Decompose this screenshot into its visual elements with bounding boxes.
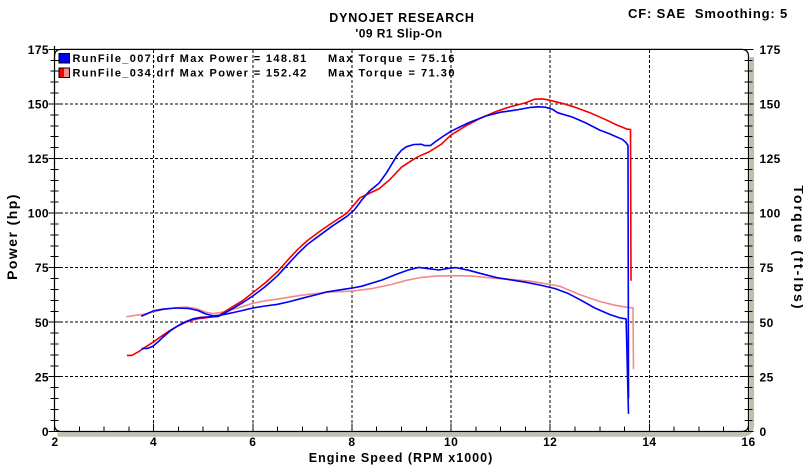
svg-text:Torque (ft-lbs): Torque (ft-lbs) bbox=[791, 185, 803, 310]
svg-text:175: 175 bbox=[760, 43, 781, 57]
svg-text:125: 125 bbox=[760, 152, 781, 166]
svg-text:75: 75 bbox=[760, 261, 774, 275]
svg-text:6: 6 bbox=[249, 435, 256, 449]
svg-text:25: 25 bbox=[760, 370, 774, 384]
svg-text:100: 100 bbox=[28, 207, 49, 221]
svg-text:4: 4 bbox=[150, 435, 157, 449]
svg-text:16: 16 bbox=[741, 435, 755, 449]
svg-text:Max Torque = 71.30: Max Torque = 71.30 bbox=[328, 68, 456, 80]
svg-text:DYNOJET RESEARCH: DYNOJET RESEARCH bbox=[329, 11, 474, 25]
svg-text:175: 175 bbox=[28, 43, 49, 57]
svg-text:RunFile_034.drf Max Power = 15: RunFile_034.drf Max Power = 152.42 bbox=[73, 68, 308, 80]
svg-text:125: 125 bbox=[28, 152, 49, 166]
svg-text:CF: SAE Smoothing: 5: CF: SAE Smoothing: 5 bbox=[628, 6, 788, 21]
svg-text:Power (hp): Power (hp) bbox=[4, 193, 20, 280]
svg-text:150: 150 bbox=[760, 98, 781, 112]
svg-text:0: 0 bbox=[760, 425, 767, 439]
svg-text:75: 75 bbox=[35, 261, 49, 275]
svg-text:10: 10 bbox=[444, 435, 458, 449]
svg-text:'09 R1 Slip-On: '09 R1 Slip-On bbox=[355, 27, 442, 41]
svg-text:25: 25 bbox=[35, 370, 49, 384]
svg-text:RunFile_007.drf Max Power = 14: RunFile_007.drf Max Power = 148.81 bbox=[73, 53, 308, 65]
svg-text:50: 50 bbox=[35, 316, 49, 330]
svg-text:100: 100 bbox=[760, 207, 781, 221]
svg-text:8: 8 bbox=[348, 435, 355, 449]
svg-text:150: 150 bbox=[28, 98, 49, 112]
svg-text:12: 12 bbox=[543, 435, 557, 449]
svg-text:2: 2 bbox=[51, 435, 58, 449]
svg-text:14: 14 bbox=[642, 435, 656, 449]
svg-text:0: 0 bbox=[42, 425, 49, 439]
svg-text:Max Torque = 75.16: Max Torque = 75.16 bbox=[328, 53, 456, 65]
svg-text:Engine Speed (RPM x1000): Engine Speed (RPM x1000) bbox=[309, 451, 493, 465]
svg-text:50: 50 bbox=[760, 316, 774, 330]
